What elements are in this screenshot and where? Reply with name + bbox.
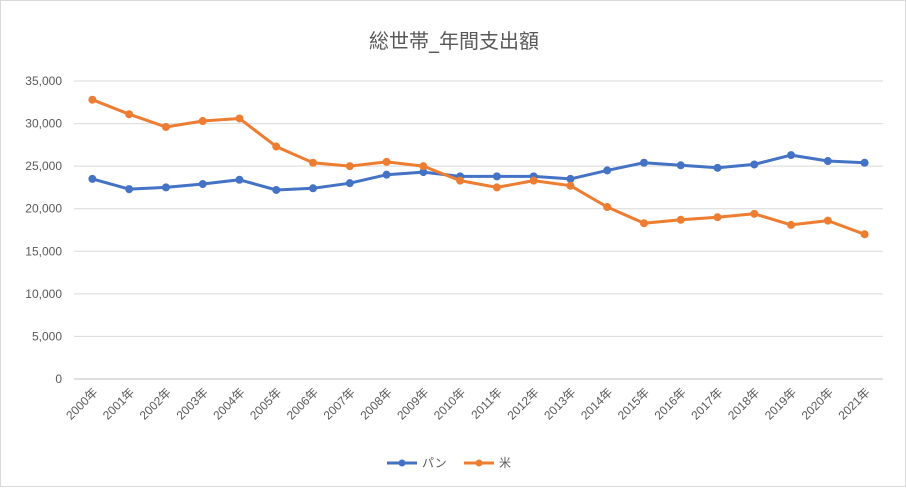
data-point (198, 180, 207, 189)
x-tick-label: 2017年 (688, 385, 725, 422)
data-point (713, 213, 722, 222)
series-line (90, 98, 867, 236)
data-point (566, 174, 575, 183)
data-point (272, 185, 281, 194)
data-point (603, 166, 612, 175)
legend-point-marker (475, 459, 483, 467)
x-tick-label: 2010年 (431, 385, 468, 422)
data-point (125, 185, 134, 194)
x-axis-tick-labels: 2000年 2001年 2002年 2003年 2004年 2005年 2006年 2007年… (63, 385, 872, 422)
x-tick-label: 2020年 (799, 385, 836, 422)
data-point (456, 176, 465, 185)
data-point (639, 219, 648, 228)
data-point (88, 95, 97, 104)
y-tick-label: 5,000 (32, 329, 62, 343)
x-tick-label: 2016年 (652, 385, 689, 422)
legend-item: 米 (464, 456, 511, 470)
data-point (345, 162, 354, 171)
data-point (603, 203, 612, 212)
data-point (235, 114, 244, 123)
chart-title: 総世帯_年間支出額 (369, 29, 539, 53)
data-point (860, 230, 869, 239)
x-tick-label: 2006年 (284, 385, 321, 422)
data-point (419, 162, 428, 171)
data-point (88, 174, 97, 183)
data-point (161, 122, 170, 131)
y-tick-label: 0 (55, 372, 62, 386)
data-point (529, 176, 538, 185)
data-point (823, 216, 832, 225)
data-point (309, 158, 318, 167)
x-tick-label: 2018年 (725, 385, 762, 422)
series-1 (88, 151, 869, 194)
x-tick-label: 2015年 (615, 385, 652, 422)
legend-label: パン (422, 456, 447, 470)
x-tick-label: 2008年 (357, 385, 394, 422)
series-line (90, 153, 867, 192)
y-tick-label: 20,000 (25, 202, 62, 216)
x-tick-label: 2012年 (505, 385, 542, 422)
y-tick-label: 25,000 (25, 159, 62, 173)
x-tick-label: 2007年 (321, 385, 358, 422)
legend: パン 米 (387, 456, 511, 470)
x-tick-label: 2002年 (137, 385, 174, 422)
y-tick-label: 10,000 (25, 287, 62, 301)
data-point (382, 170, 391, 179)
data-point (787, 220, 796, 229)
data-point (750, 209, 759, 218)
data-point (823, 157, 832, 166)
gridlines (74, 80, 883, 380)
data-point (492, 183, 501, 192)
data-point (713, 163, 722, 172)
x-tick-label: 2003年 (174, 385, 211, 422)
data-point (272, 142, 281, 151)
x-tick-label: 2019年 (762, 385, 799, 422)
y-axis-tick-labels: 0 5,000 10,000 15,000 20,000 25,000 30,000 35,0… (25, 74, 62, 386)
data-point (566, 181, 575, 190)
x-tick-label: 2011年 (468, 385, 505, 422)
data-point (198, 117, 207, 126)
x-tick-label: 2009年 (394, 385, 431, 422)
data-point (750, 160, 759, 169)
series-2 (88, 95, 869, 239)
data-point (860, 158, 869, 167)
data-point (639, 158, 648, 167)
series-layer (88, 95, 869, 239)
legend-point-marker (398, 459, 406, 467)
data-point (492, 172, 501, 181)
legend-item: パン (387, 456, 447, 470)
x-tick-label: 2000年 (63, 385, 100, 422)
x-tick-label: 2013年 (541, 385, 578, 422)
x-tick-label: 2004年 (210, 385, 247, 422)
y-tick-label: 30,000 (25, 117, 62, 131)
y-tick-label: 35,000 (25, 74, 62, 88)
x-tick-label: 2021年 (835, 385, 872, 422)
data-point (676, 161, 685, 170)
data-point (235, 175, 244, 184)
data-point (125, 110, 134, 119)
data-point (309, 184, 318, 193)
data-point (345, 179, 354, 188)
x-tick-label: 2001年 (100, 385, 137, 422)
y-tick-label: 15,000 (25, 244, 62, 258)
data-point (787, 151, 796, 160)
x-tick-label: 2005年 (247, 385, 284, 422)
legend-label: 米 (499, 456, 511, 470)
data-point (382, 157, 391, 166)
data-point (161, 183, 170, 192)
x-tick-label: 2014年 (578, 385, 615, 422)
data-point (676, 215, 685, 224)
